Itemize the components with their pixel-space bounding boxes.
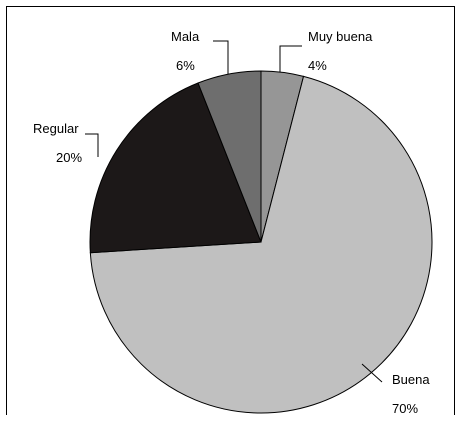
slice-value-muy-buena: 4% [308,58,327,73]
pie-slices [89,70,433,414]
slice-value-regular: 20% [56,150,82,165]
slice-label-buena: Buena [392,372,430,387]
leader-line-regular [85,133,99,157]
pie-slice-regular [89,82,262,254]
pie-slice-mala [197,70,262,243]
leader-line-buena [361,363,383,383]
chart-frame [6,6,455,415]
pie-slice-buena [89,75,433,414]
slice-label-mala: Mala [171,29,200,44]
slice-value-buena: 70% [392,401,418,416]
leader-line-mala [213,40,229,74]
slice-value-mala: 6% [176,58,195,73]
leader-line-muy-buena [279,45,302,72]
slice-label-muy-buena: Muy buena [308,29,373,44]
leader-lines [85,40,383,383]
slice-label-regular: Regular [33,121,79,136]
